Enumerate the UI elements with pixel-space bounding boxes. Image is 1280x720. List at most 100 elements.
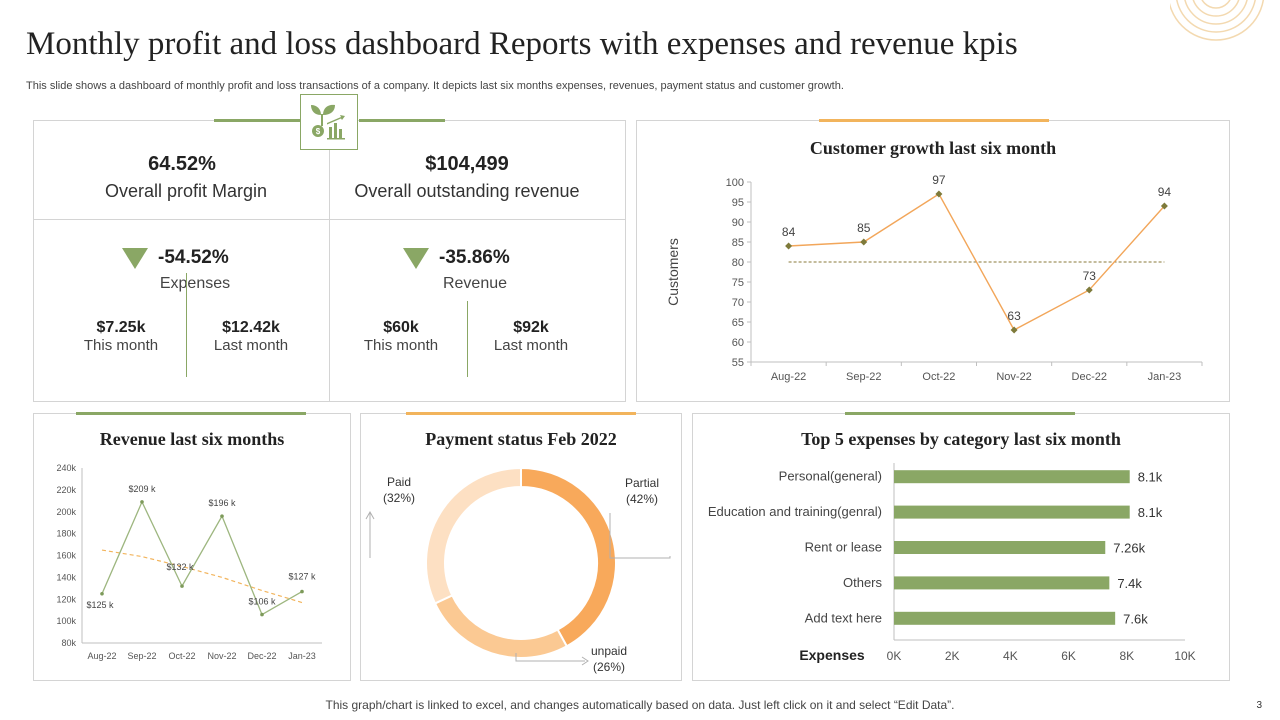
rev-y-tick-label: 160k — [56, 551, 76, 561]
revenue-down-arrow-icon — [403, 248, 429, 269]
cg-y-tick-label: 70 — [732, 297, 744, 309]
exp-category-label: Rent or lease — [805, 540, 882, 555]
expenses-chart: 0K 2K 4K 6K 8K 10K Expenses Personal(general) 8.… — [708, 463, 1196, 663]
exp-x-tick-label: 0K — [887, 649, 902, 663]
rev-y-tick-label: 140k — [56, 572, 76, 582]
revenue-accent — [76, 412, 306, 415]
svg-text:$: $ — [316, 127, 321, 136]
rev-x-tick-label: Sep-22 — [127, 651, 156, 661]
expenses-label: Expenses — [159, 275, 231, 292]
outstanding-revenue-value: $104,499 — [425, 153, 509, 175]
donut-slice-name: Partial — [625, 476, 659, 490]
exp-x-tick-label: 2K — [945, 649, 960, 663]
page-title: Monthly profit and loss dashboard Report… — [26, 26, 1018, 62]
exp-category-label: Add text here — [805, 610, 882, 625]
rev-y-tick-label: 180k — [56, 529, 76, 539]
kpi-card: 64.52% Overall profit Margin $104,499 Ov… — [33, 119, 626, 402]
exp-bar — [894, 470, 1130, 484]
customer-growth-accent — [819, 119, 1049, 122]
footer-note: This graph/chart is linked to excel, and… — [325, 698, 955, 712]
exp-x-tick-label: 8K — [1119, 649, 1134, 663]
donut-slice-percent: (26%) — [593, 660, 625, 674]
payment-card: Payment status Feb 2022 — [360, 412, 682, 681]
cg-x-tick-label: Oct-22 — [922, 371, 955, 383]
rev-data-label: $196 k — [208, 498, 236, 508]
exp-x-tick-label: 4K — [1003, 649, 1018, 663]
kpi-divider-horizontal — [34, 219, 626, 220]
kpi-accent-left — [214, 119, 302, 122]
cg-x-tick-label: Jan-23 — [1148, 371, 1182, 383]
rev-data-label: $209 k — [128, 484, 156, 494]
cg-x-tick-label: Aug-22 — [771, 371, 806, 383]
expenses-accent — [845, 412, 1075, 415]
cg-y-axis-label: Customers — [665, 238, 681, 306]
cg-data-label: 94 — [1158, 185, 1172, 199]
exp-bar — [894, 541, 1106, 554]
payment-chart-title: Payment status Feb 2022 — [425, 429, 617, 449]
cg-y-tick-label: 85 — [732, 237, 744, 249]
rev-point — [300, 589, 304, 594]
cg-x-tick-label: Dec-22 — [1072, 371, 1107, 383]
donut-slice-unpaid — [433, 594, 569, 659]
exp-bar — [894, 576, 1110, 590]
donut-slice-percent: (32%) — [383, 491, 415, 505]
cg-y-tick-label: 65 — [732, 317, 744, 329]
cg-y-tick-label: 90 — [732, 217, 744, 229]
donut-leader-line — [515, 653, 585, 662]
payment-accent — [406, 412, 636, 415]
rev-y-tick-label: 220k — [56, 485, 76, 495]
rev-y-tick-label: 120k — [56, 594, 76, 604]
rev-data-label: $106 k — [248, 597, 276, 607]
exp-bar — [894, 505, 1130, 519]
page-number: 3 — [1256, 700, 1262, 711]
expenses-this-month-label: This month — [83, 337, 159, 354]
profit-margin-value: 64.52% — [148, 153, 216, 175]
rev-x-tick-label: Dec-22 — [247, 651, 276, 661]
exp-bar — [894, 611, 1116, 625]
rev-y-tick-label: 240k — [56, 463, 76, 473]
page-subtitle: This slide shows a dashboard of monthly … — [26, 80, 844, 92]
rev-y-tick-label: 200k — [56, 507, 76, 517]
exp-data-label: 7.26k — [1113, 541, 1145, 556]
cg-y-tick-label: 55 — [732, 357, 744, 369]
expenses-chart-title: Top 5 expenses by category last six mont… — [801, 429, 1121, 449]
exp-data-label: 8.1k — [1138, 505, 1163, 520]
rev-x-tick-label: Aug-22 — [87, 651, 116, 661]
rev-point — [220, 514, 224, 518]
exp-x-tick-label: 6K — [1061, 649, 1076, 663]
exp-data-label: 7.4k — [1117, 576, 1142, 591]
expenses-separator — [186, 273, 187, 377]
revenue-last-month-label: Last month — [493, 337, 569, 354]
exp-category-label: Personal(general) — [779, 469, 882, 484]
rev-series-line — [101, 500, 303, 616]
donut-slice-name: unpaid — [591, 644, 627, 658]
cg-data-label: 63 — [1007, 309, 1021, 323]
revenue-change: -35.86% — [439, 247, 510, 268]
cg-point — [935, 190, 943, 198]
revenue-this-month-label: This month — [363, 337, 439, 354]
expenses-last-month-label: Last month — [213, 337, 289, 354]
cg-data-label: 85 — [857, 221, 871, 235]
concentric-arcs-decoration-icon — [1170, 0, 1265, 41]
revenue-chart-title: Revenue last six months — [99, 429, 285, 449]
cg-point — [1010, 326, 1018, 334]
customer-growth-chart: 55 60 65 70 75 80 85 90 95 100 Aug-22 Sep-22 Oct-22 N… — [665, 173, 1203, 383]
rev-data-label: $125 k — [86, 600, 114, 610]
exp-x-tick-label: 10K — [1174, 649, 1195, 663]
customer-growth-title: Customer growth last six month — [809, 138, 1057, 158]
rev-x-tick-label: Jan-23 — [288, 651, 316, 661]
cg-y-tick-label: 60 — [732, 337, 744, 349]
donut-slice-percent: (42%) — [626, 492, 658, 506]
cg-y-tick-label: 80 — [732, 257, 744, 269]
cg-y-tick-label: 100 — [726, 177, 744, 189]
revenue-separator — [467, 301, 468, 377]
outstanding-revenue-label: Overall outstanding revenue — [354, 181, 580, 201]
rev-y-tick-label: 80k — [61, 638, 76, 648]
expenses-change: -54.52% — [158, 247, 229, 268]
customer-growth-card: Customer growth last six month — [636, 119, 1230, 402]
profit-margin-label: Overall profit Margin — [104, 181, 268, 201]
kpi-accent-right — [359, 119, 445, 122]
cg-point — [1160, 202, 1168, 210]
rev-point — [140, 500, 144, 504]
rev-point — [100, 591, 104, 596]
